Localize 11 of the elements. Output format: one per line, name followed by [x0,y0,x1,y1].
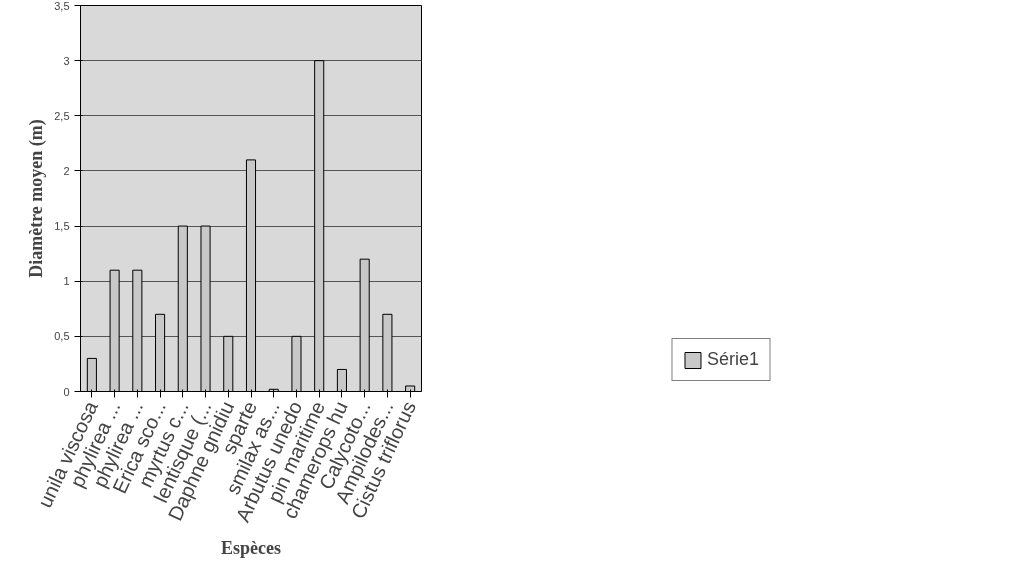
x-axis-title: Espèces [221,537,281,558]
y-tick-label: 1,5 [54,220,70,233]
y-tick-label: 0,5 [54,330,70,343]
y-tick-label: 1 [63,275,70,288]
y-tick-label: 3,5 [54,0,70,12]
y-axis-title: Diamètre moyen (m) [26,119,48,278]
y-tick-label: 3 [63,54,70,67]
y-tick-label: 2,5 [54,109,70,122]
y-tick-label: 2 [63,164,70,177]
legend-label: Série1 [706,349,760,370]
y-tick-label: 0 [63,385,70,398]
